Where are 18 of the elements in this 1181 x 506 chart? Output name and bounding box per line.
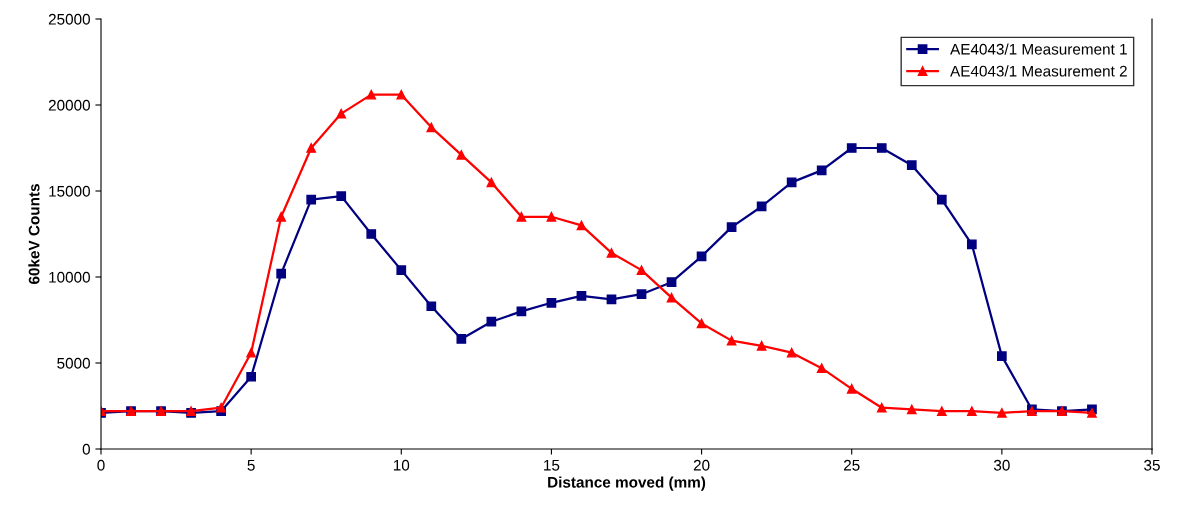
- x-tick-label: 30: [993, 459, 1010, 471]
- y-axis-title: 60keV Counts: [28, 184, 40, 284]
- y-tick-label: 25000: [48, 13, 90, 25]
- legend-label: AE4043/1 Measurement 2: [950, 65, 1127, 77]
- x-tick-label: 5: [247, 459, 255, 471]
- x-tick-label: 35: [1144, 459, 1160, 471]
- y-tick-label: 15000: [49, 185, 90, 197]
- y-tick-label: 5000: [57, 357, 90, 369]
- x-tick-label: 0: [97, 459, 105, 471]
- x-tick-label: 20: [693, 459, 710, 471]
- x-axis-title: Distance moved (mm): [548, 476, 706, 491]
- x-tick-label: 25: [843, 459, 860, 471]
- y-tick-label: 0: [82, 443, 90, 455]
- y-tick-label: 20000: [48, 99, 90, 111]
- y-tick-label: 10000: [49, 271, 90, 283]
- x-tick-label: 15: [544, 459, 560, 471]
- legend-label: AE4043/1 Measurement 1: [950, 43, 1127, 55]
- x-tick-label: 10: [393, 459, 410, 471]
